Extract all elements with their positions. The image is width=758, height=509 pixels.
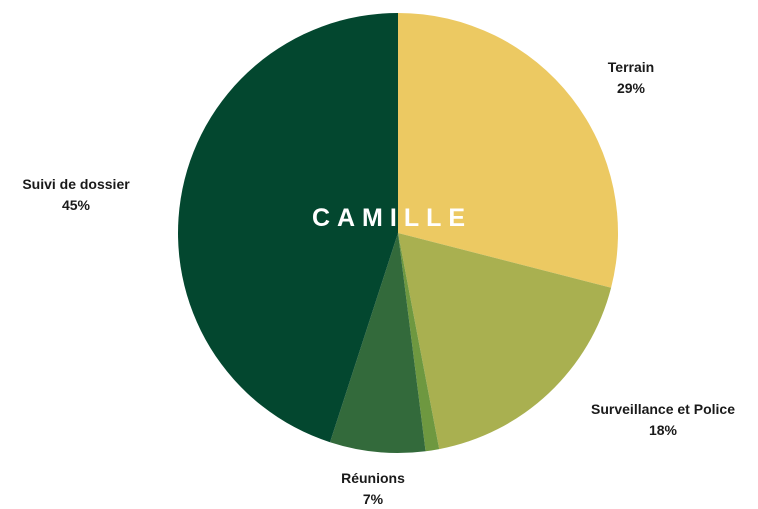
pie-slice-suivi-de-dossier	[178, 13, 398, 443]
slice-label-name: Terrain	[608, 59, 654, 75]
pie-slice-unlabeled-2	[398, 233, 440, 452]
slice-labels: Terrain 29% Surveillance et Police 18% Réuni…	[22, 59, 735, 507]
slice-label-value: 18%	[649, 422, 678, 438]
pie-slice-surveillance-et-police	[398, 233, 612, 450]
slice-label-name: Suivi de dossier	[22, 176, 130, 192]
pie-slices	[178, 12, 619, 454]
slice-label-name: Réunions	[341, 470, 405, 486]
chart-center-title: CAMILLE	[312, 204, 472, 232]
pie-slice-r-unions	[330, 233, 426, 454]
slice-label-value: 7%	[363, 491, 384, 507]
slice-label-value: 45%	[62, 197, 91, 213]
pie-slice-terrain	[398, 12, 619, 288]
slice-label-value: 29%	[617, 80, 646, 96]
slice-label-name: Surveillance et Police	[591, 401, 735, 417]
